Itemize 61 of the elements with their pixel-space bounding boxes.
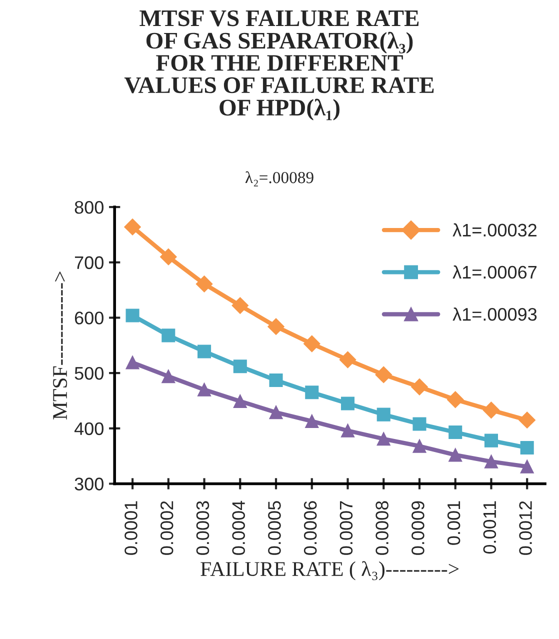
y-tick-label: 600 — [74, 312, 104, 324]
legend-label: λ1=.00032 — [452, 223, 536, 237]
point — [304, 335, 320, 352]
x-tick-label: 0.0004 — [232, 500, 245, 555]
point — [411, 378, 428, 396]
point — [484, 454, 498, 468]
point — [412, 417, 426, 431]
point — [305, 386, 319, 400]
point — [518, 412, 536, 428]
point — [339, 351, 356, 368]
point — [412, 439, 426, 453]
point — [196, 276, 213, 292]
point — [340, 424, 355, 438]
chart-title: MTSF VS FAILURE RATE OF GAS SEPARATOR(λ₃) FOR THE DIFFERENT VALUES OF FAILURE RATE OF HPD(λ₁) — [124, 10, 434, 120]
point — [233, 360, 247, 374]
chart-subtitle: λ₂=.00089 — [245, 171, 314, 186]
point — [268, 318, 284, 335]
point — [162, 370, 176, 384]
point — [482, 402, 500, 418]
x-tick-label: 0.0008 — [376, 501, 388, 555]
x-tick-label: 0.0001 — [124, 501, 138, 555]
x-tick-label: 0.001 — [447, 501, 460, 545]
y-tick-label: 500 — [74, 366, 104, 380]
point — [484, 434, 498, 448]
point — [305, 414, 319, 428]
point — [124, 218, 141, 236]
point — [233, 394, 247, 408]
point — [198, 344, 212, 358]
x-tick-label: 0.0011 — [483, 501, 496, 554]
x-tick-label: 0.0003 — [196, 501, 210, 555]
point — [448, 448, 462, 462]
x-axis-title: FAILURE RATE ( λ₃)---------> — [200, 561, 459, 580]
point — [269, 406, 283, 420]
point — [126, 308, 140, 322]
legend-label: λ1=.00067 — [452, 265, 536, 279]
point — [376, 408, 390, 422]
point — [126, 356, 140, 370]
y-tick-label: 400 — [74, 422, 104, 436]
point — [340, 396, 355, 410]
x-tick-label: 0.0006 — [304, 501, 317, 555]
y-tick-label: 800 — [74, 200, 104, 214]
x-tick-label: 0.0007 — [340, 501, 353, 555]
x-tick-label: 0.0012 — [519, 501, 532, 555]
legend-label: λ1=.00093 — [452, 308, 537, 321]
point — [269, 373, 283, 388]
point — [232, 297, 249, 314]
x-tick-label: 0.0002 — [160, 501, 174, 555]
x-tick-label: 0.0009 — [412, 501, 424, 555]
x-tick-label: 0.0005 — [268, 501, 281, 555]
point — [162, 328, 176, 342]
point — [375, 366, 392, 384]
point — [520, 440, 534, 455]
y-axis-title: MTSF------------> — [53, 272, 68, 420]
y-tick-label: 300 — [74, 478, 104, 490]
point — [160, 248, 177, 266]
point — [520, 460, 534, 474]
point — [448, 425, 462, 440]
point — [198, 382, 212, 396]
y-tick-label: 700 — [74, 256, 104, 270]
point — [446, 391, 464, 408]
point — [376, 432, 390, 446]
